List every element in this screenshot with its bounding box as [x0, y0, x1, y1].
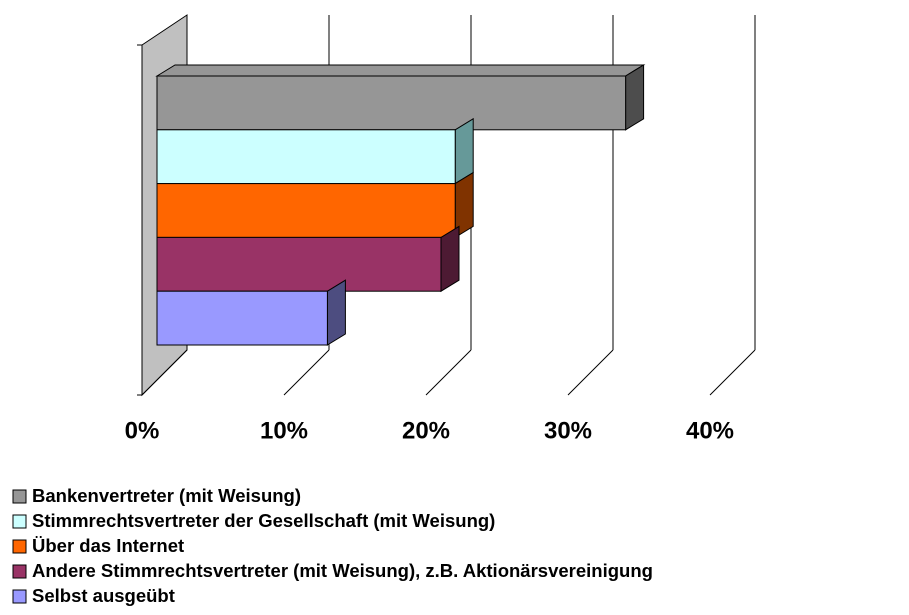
bar	[156, 236, 442, 292]
legend-swatch	[12, 539, 27, 554]
floor-grid-line	[141, 349, 188, 396]
legend-label: Stimmrechtsvertreter der Gesellschaft (m…	[32, 510, 495, 531]
bar-side	[625, 64, 645, 131]
floor-grid-line	[709, 349, 756, 396]
legend-swatch	[12, 589, 27, 604]
legend-label: Selbst ausgeübt	[32, 585, 175, 606]
x-tick-label: 0%	[125, 417, 160, 444]
legend-swatch	[12, 489, 27, 504]
x-tick-label: 30%	[544, 417, 592, 444]
floor-grid-line	[567, 349, 614, 396]
legend-label: Über das Internet	[32, 535, 184, 556]
x-tick-label: 40%	[686, 417, 734, 444]
bar-side	[326, 279, 346, 346]
legend-swatch	[12, 514, 27, 529]
bar-side	[440, 225, 460, 293]
legend-label: Bankenvertreter (mit Weisung)	[32, 485, 301, 506]
bar	[156, 290, 328, 346]
bar	[156, 183, 456, 238]
legend-label: Andere Stimmrechtsvertreter (mit Weisung…	[32, 560, 653, 581]
floor-grid-line	[425, 349, 472, 396]
floor-grid-line	[283, 349, 330, 396]
bar-top	[155, 64, 646, 77]
legend-swatch	[12, 564, 27, 579]
bar	[156, 75, 627, 131]
bar	[156, 129, 456, 185]
x-tick-label: 20%	[402, 417, 450, 444]
x-tick-label: 10%	[260, 417, 308, 444]
